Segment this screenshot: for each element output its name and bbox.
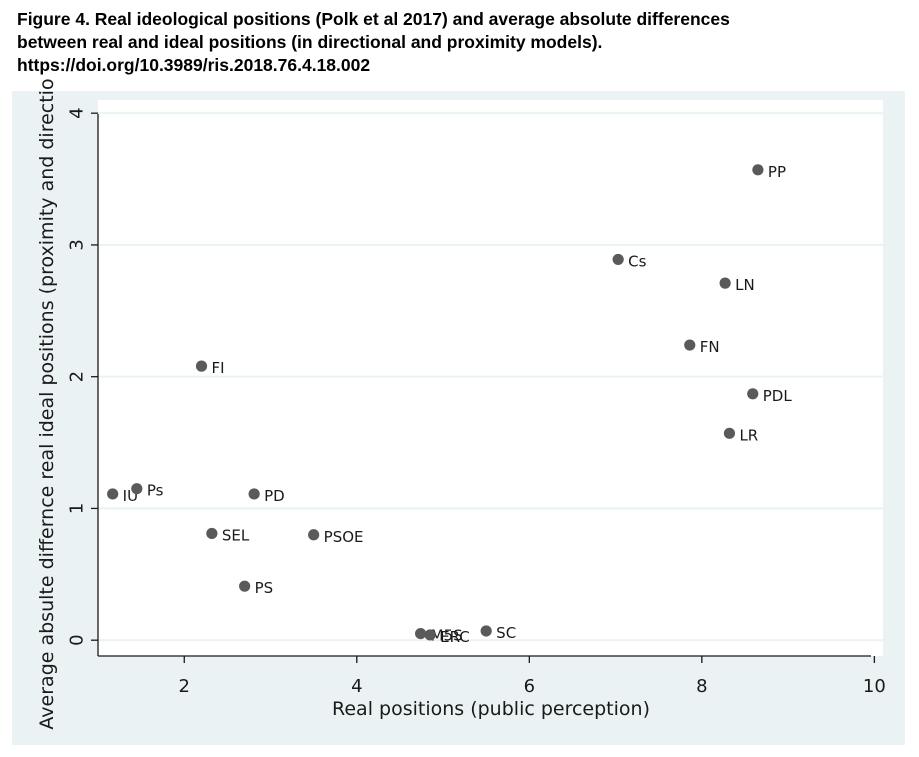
data-point-label: ERC bbox=[440, 628, 470, 646]
data-point-label: FI bbox=[212, 359, 225, 377]
data-point bbox=[723, 427, 736, 439]
plot-area bbox=[98, 100, 883, 656]
axes bbox=[97, 114, 871, 657]
data-point bbox=[684, 339, 696, 351]
data-point-label: FN bbox=[700, 338, 720, 356]
y-tick-label: 0 bbox=[66, 634, 87, 645]
data-point bbox=[248, 488, 260, 500]
data-point bbox=[239, 580, 251, 592]
data-point-label: PSOE bbox=[324, 528, 364, 546]
data-point-label: Cs bbox=[628, 252, 646, 270]
x-tick-label: 4 bbox=[351, 676, 362, 697]
x-tick-label: 10 bbox=[863, 676, 886, 697]
gridlines bbox=[98, 112, 883, 642]
x-tick-label: 2 bbox=[179, 676, 190, 697]
y-tick-label: 4 bbox=[66, 107, 87, 118]
caption-line-2: between real and ideal positions (in dir… bbox=[17, 32, 603, 52]
y-tick-label: 1 bbox=[66, 503, 87, 514]
x-ticks: 2 4 6 8 10 bbox=[179, 656, 886, 697]
x-tick-label: 8 bbox=[696, 676, 707, 697]
data-point-label: SC bbox=[496, 624, 516, 642]
x-tick-label: 6 bbox=[524, 676, 535, 697]
data-point bbox=[195, 360, 208, 372]
data-point-label: M5S bbox=[431, 627, 463, 645]
y-tick-label: 3 bbox=[66, 239, 87, 250]
data-point bbox=[480, 625, 492, 637]
data-point-label: PS bbox=[255, 579, 274, 597]
data-point-label: PDL bbox=[763, 387, 793, 405]
data-point bbox=[206, 527, 218, 540]
data-point bbox=[107, 488, 119, 500]
data-point bbox=[415, 628, 427, 640]
data-point bbox=[719, 277, 731, 289]
y-axis-title: Average absulte differnce real ideal pos… bbox=[36, 78, 58, 729]
data-point bbox=[747, 388, 759, 400]
caption-line-3: https://doi.org/10.3989/ris.2018.76.4.18… bbox=[17, 55, 371, 75]
data-point bbox=[424, 629, 436, 641]
data-point bbox=[752, 164, 764, 176]
data-point-label: PD bbox=[264, 487, 285, 505]
y-ticks: 0 1 2 3 4 bbox=[66, 107, 98, 646]
data-point bbox=[308, 529, 320, 541]
data-point-label: SEL bbox=[222, 526, 250, 544]
y-tick-label: 2 bbox=[66, 371, 87, 382]
data-point-label: PP bbox=[768, 163, 786, 181]
data-point-label: Ps bbox=[147, 482, 164, 500]
data-point-label: LN bbox=[735, 276, 755, 294]
data-point bbox=[131, 483, 143, 495]
x-axis-title: Real positions (public perception) bbox=[332, 698, 650, 720]
figure-caption: Figure 4. Real ideological positions (Po… bbox=[17, 8, 897, 77]
data-point-label: LR bbox=[739, 426, 758, 444]
data-point bbox=[612, 253, 624, 266]
caption-line-1: Figure 4. Real ideological positions (Po… bbox=[17, 9, 730, 29]
